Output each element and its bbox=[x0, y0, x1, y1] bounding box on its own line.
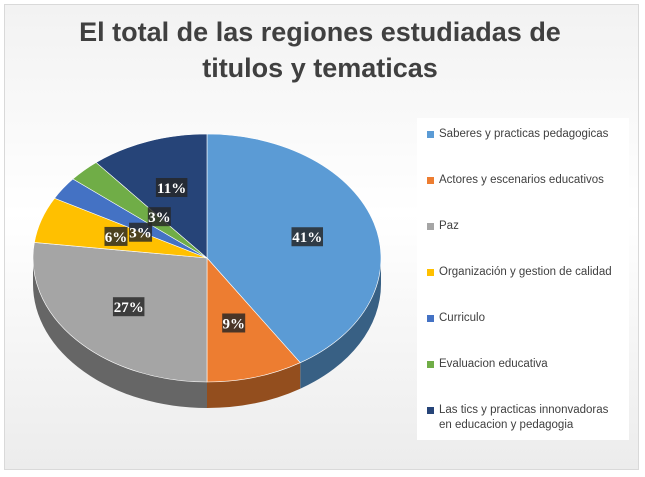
legend-swatch bbox=[427, 177, 434, 184]
data-label-box bbox=[147, 207, 171, 227]
legend-label: Organización y gestion de calidad bbox=[439, 266, 612, 278]
legend-swatch bbox=[427, 223, 434, 230]
legend-item: Las tics y practicas innonvadoras en edu… bbox=[427, 403, 623, 449]
data-label-box bbox=[155, 177, 188, 197]
data-label-text: 11% bbox=[157, 181, 186, 197]
pie-side-paz bbox=[33, 258, 207, 408]
legend-swatch bbox=[427, 407, 434, 414]
legend-label: Paz bbox=[439, 220, 459, 232]
data-label-text: 3% bbox=[129, 226, 152, 242]
data-label: 3% bbox=[147, 207, 171, 227]
data-label-box bbox=[222, 313, 246, 333]
data-label-text: 27% bbox=[114, 300, 144, 316]
data-label-text: 3% bbox=[148, 210, 171, 226]
pie-slice-actores-y-escenarios-educativos bbox=[206, 257, 301, 383]
legend-label: Las tics y practicas innonvadoras en edu… bbox=[439, 404, 609, 431]
data-label: 3% bbox=[129, 222, 153, 242]
legend-swatch bbox=[427, 315, 434, 322]
legend-swatch bbox=[427, 269, 434, 276]
legend-item: Organización y gestion de calidad bbox=[427, 265, 623, 311]
data-label-text: 41% bbox=[292, 230, 322, 246]
legend-label: Evaluacion educativa bbox=[439, 358, 548, 370]
legend-label: Curriculo bbox=[439, 312, 486, 324]
data-label: 6% bbox=[104, 226, 128, 246]
legend-swatch bbox=[427, 361, 434, 368]
legend-item: Paz bbox=[427, 219, 623, 265]
pie-slice-las-tics-y-practicas-innonvadoras-en-educacion-y-pedagogia bbox=[95, 133, 208, 259]
chart-title: El total de las regiones estudiadas de t… bbox=[79, 17, 561, 83]
pie-side-actores-y-escenarios-educativos bbox=[207, 362, 301, 408]
pie-side-saberes-y-practicas-pedagogicas bbox=[300, 258, 381, 389]
legend: Saberes y practicas pedagogicas Actores y… bbox=[417, 118, 629, 440]
legend-label: Actores y escenarios educativos bbox=[439, 174, 604, 186]
legend-item: Evaluacion educativa bbox=[427, 357, 623, 403]
data-label: 27% bbox=[112, 297, 145, 317]
data-label: 11% bbox=[155, 177, 188, 197]
legend-label: Saberes y practicas pedagogicas bbox=[439, 128, 609, 140]
legend-swatch bbox=[427, 131, 434, 138]
data-label: 41% bbox=[291, 227, 324, 247]
legend-item: Actores y escenarios educativos bbox=[427, 173, 623, 219]
legend-item: Saberes y practicas pedagogicas bbox=[427, 127, 623, 173]
data-label-box bbox=[104, 226, 128, 246]
legend-item: Curriculo bbox=[427, 311, 623, 357]
data-label-box bbox=[112, 297, 145, 317]
pie-slice-saberes-y-practicas-pedagogicas bbox=[206, 133, 382, 364]
data-label-box bbox=[129, 222, 153, 242]
data-label: 9% bbox=[222, 313, 246, 333]
data-label-text: 9% bbox=[222, 316, 245, 332]
data-label-text: 6% bbox=[105, 230, 128, 246]
data-label-box bbox=[291, 227, 324, 247]
